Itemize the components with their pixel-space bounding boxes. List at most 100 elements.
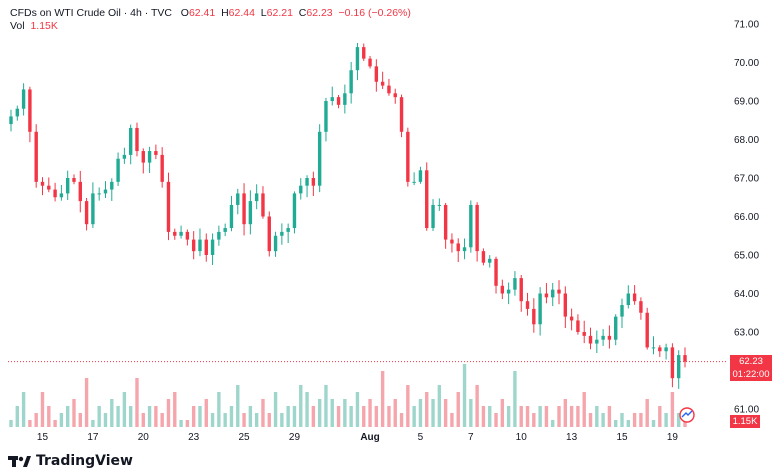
volume-bar (280, 413, 284, 427)
price-tick-label: 71.00 (734, 20, 759, 31)
time-tick-label: Aug (360, 432, 379, 443)
candle-body (229, 204, 234, 229)
volume-legend: Vol 1.15K (10, 20, 58, 32)
volume-bar (91, 420, 95, 427)
candle-body (368, 58, 372, 67)
volume-bar (387, 406, 391, 427)
candle-body (569, 316, 574, 321)
candle-body (412, 181, 416, 183)
candle-body (204, 239, 208, 255)
candle-body (380, 81, 385, 86)
candle-body (658, 347, 662, 352)
volume-bar (59, 413, 64, 427)
candle-body (122, 154, 127, 159)
volume-bar (191, 406, 196, 427)
time-axis[interactable]: 15 17 20 23 25 29 Aug 5 7 10 13 15 19 (37, 432, 678, 443)
volume-bar (632, 413, 637, 427)
time-tick-label: 20 (138, 432, 150, 443)
candle-body (299, 185, 303, 194)
volume-bar (374, 406, 379, 427)
volume-bar (15, 406, 19, 427)
volume-bars (9, 364, 687, 427)
volume-bar (399, 413, 404, 427)
candle-body (273, 235, 278, 252)
volume-bar (488, 406, 492, 427)
candle-body (620, 305, 624, 317)
volume-bar (607, 406, 612, 427)
candle-body (538, 293, 542, 325)
candle-body (456, 243, 460, 252)
volume-bar (355, 392, 360, 427)
time-tick-label: 15 (616, 432, 628, 443)
price-tick-label: 66.00 (734, 212, 759, 223)
volume-bar (84, 378, 89, 427)
candle-body (343, 93, 347, 105)
candle-body (469, 204, 473, 248)
candle-body (198, 239, 202, 252)
volume-bar (456, 392, 460, 427)
candle-body (488, 258, 492, 263)
candle-body (179, 231, 183, 236)
candle-body (576, 320, 580, 332)
candle-body (65, 178, 70, 194)
time-tick-label: 17 (87, 432, 99, 443)
candle-body (280, 231, 284, 236)
candle-body (475, 204, 479, 252)
volume-bar (406, 385, 410, 427)
candle-body (677, 355, 681, 379)
candle-body (78, 181, 82, 202)
candle-body (683, 355, 687, 362)
volume-bar (9, 420, 13, 427)
candle-body (513, 278, 517, 290)
volume-bar (317, 399, 322, 427)
price-tick-label: 68.00 (734, 135, 759, 146)
volume-bar (336, 406, 341, 427)
price-tick-label: 64.00 (734, 289, 759, 300)
volume-bar (525, 406, 530, 427)
volume-bar (418, 399, 423, 427)
volume-bar (368, 399, 372, 427)
price-tick-label: 61.00 (734, 405, 759, 416)
volume-bar (223, 413, 227, 427)
volume-bar (437, 385, 442, 427)
volume-bar (425, 392, 429, 427)
volume-bar (78, 413, 82, 427)
volume-bar (380, 371, 385, 427)
volume-bar (576, 406, 580, 427)
candle-body (632, 293, 637, 302)
volume-bar (135, 378, 139, 427)
go-to-realtime-icon[interactable] (676, 407, 698, 423)
volume-badge: 1.15K (730, 415, 760, 428)
tradingview-logo[interactable]: TradingView (8, 452, 133, 470)
volume-bar (141, 413, 145, 427)
candle-body (614, 316, 618, 340)
volume-bar (28, 420, 32, 427)
volume-bar (292, 406, 297, 427)
candle-body (40, 181, 45, 186)
candle-body (242, 193, 246, 225)
candle-body (34, 131, 38, 182)
candle-body (236, 193, 240, 205)
candle-body (500, 285, 505, 294)
candle-body (670, 347, 675, 379)
volume-bar (305, 392, 309, 427)
candle-body (261, 193, 265, 217)
candle-body (437, 204, 442, 206)
time-tick-label: 15 (37, 432, 49, 443)
volume-bar (242, 413, 246, 427)
time-tick-label: 25 (239, 432, 251, 443)
volume-bar (450, 413, 454, 427)
volume-bar (204, 399, 208, 427)
candle-body (387, 85, 391, 94)
volume-bar (462, 364, 467, 427)
volume-bar (506, 406, 511, 427)
candle-body (21, 89, 26, 109)
price-tick-label: 69.00 (734, 97, 759, 108)
volume-bar (431, 399, 435, 427)
candle-body (532, 308, 536, 325)
candle-body (292, 193, 297, 229)
candle-body (97, 193, 101, 195)
volume-bar (595, 406, 599, 427)
volume-bar (494, 413, 498, 427)
